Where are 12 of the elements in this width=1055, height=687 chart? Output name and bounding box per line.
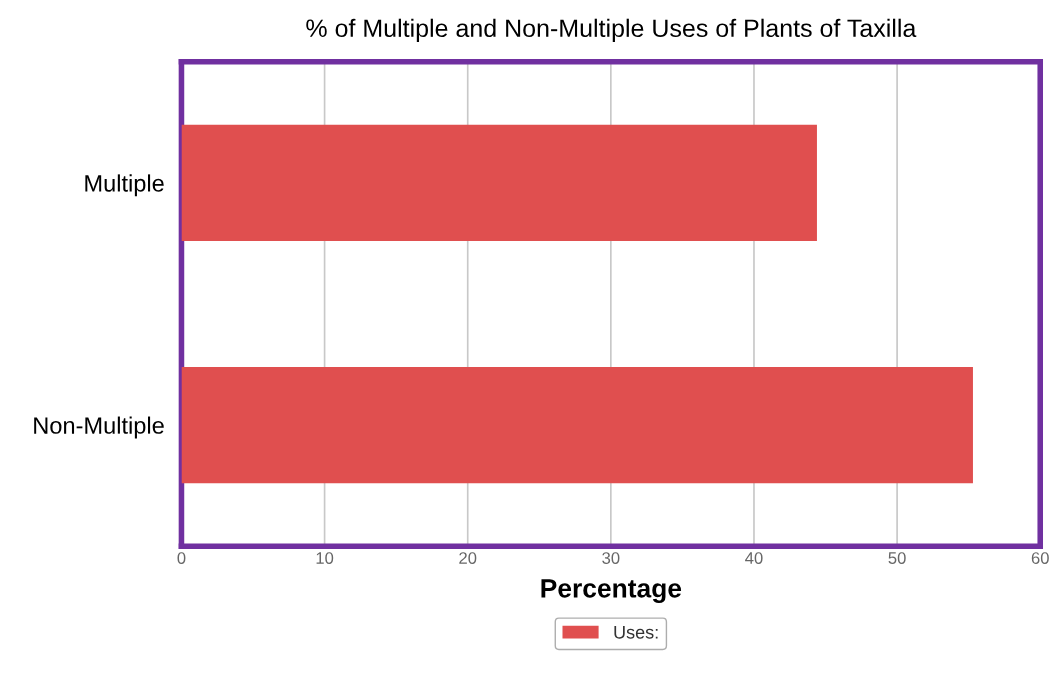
x-tick-label: 0 [177, 552, 186, 564]
x-axis-title: Percentage [541, 579, 682, 603]
x-tick-label: 10 [316, 552, 334, 564]
y-tick-label: Multiple [85, 174, 164, 197]
x-tick-label: 50 [888, 552, 906, 564]
legend-label: Uses: [614, 626, 658, 639]
x-tick-label: 60 [1031, 552, 1049, 564]
x-tick-label: 20 [459, 552, 477, 564]
chart-title: % of Multiple and Non-Multiple Uses of Plants of Taxilla [306, 18, 917, 43]
y-tick-label: Non-Multiple [34, 416, 164, 439]
x-tick-label: 40 [745, 552, 763, 564]
x-tick-label: 30 [602, 552, 620, 564]
